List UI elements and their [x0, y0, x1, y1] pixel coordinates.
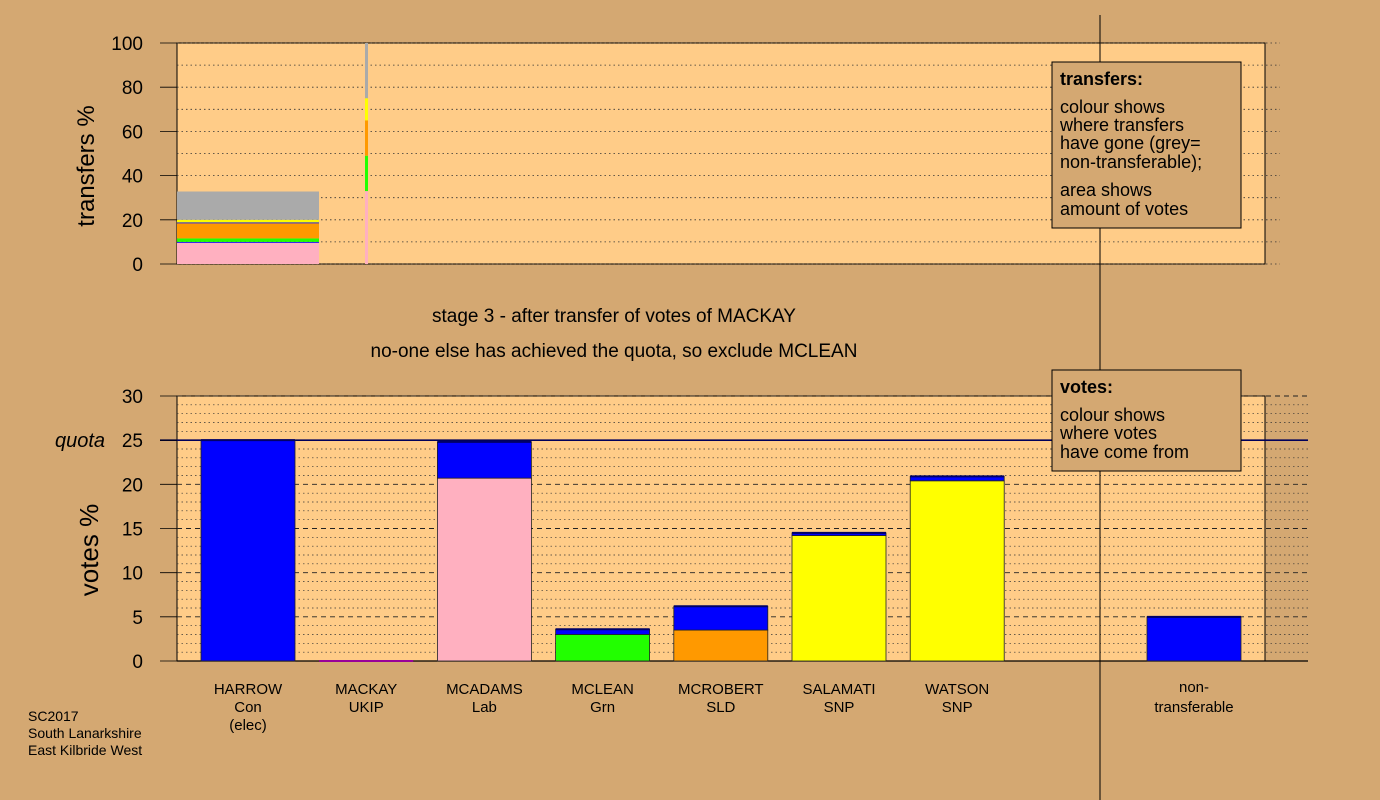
nontransferable-label: transferable — [1154, 699, 1233, 716]
votes-legend-line: have come from — [1060, 442, 1189, 462]
category-name: MCROBERT — [678, 681, 764, 698]
transfer-segment-sld — [365, 120, 368, 156]
votes-legend: votes: colour shows where votes have com… — [1051, 369, 1242, 472]
stage-title: stage 3 - after transfer of votes of MAC… — [432, 306, 796, 327]
votes-y-ticks: 0 5 10 15 20 25 30 — [122, 387, 177, 673]
transfer-segment-nontransferable — [365, 43, 368, 99]
votes-y-tick-label: 30 — [122, 387, 143, 408]
quota-label: quota — [55, 430, 105, 452]
category-party: SLD — [706, 699, 735, 716]
transfers-y-tick-label: 40 — [122, 167, 143, 188]
category-name: SALAMATI — [802, 681, 875, 698]
footer-council: South Lanarkshire — [28, 725, 142, 741]
bar-mcrobert-segment-con — [673, 605, 769, 631]
transfers-y-ticks: 0 20 40 60 80 100 — [111, 34, 177, 276]
stage-subtitle: no-one else has achieved the quota, so e… — [371, 341, 858, 362]
transfer-segment-snp — [365, 98, 368, 121]
transfer-segment-snp — [177, 219, 319, 223]
transfers-y-axis-label: transfers % — [73, 105, 100, 226]
transfers-legend: transfers: colour shows where transfers … — [1051, 61, 1242, 229]
votes-y-tick-label: 5 — [132, 608, 143, 629]
transfers-y-tick-label: 80 — [122, 78, 143, 99]
category-name: WATSON — [925, 681, 989, 698]
bar-salamati-segment-snp — [791, 535, 887, 662]
transfers-y-tick-label: 20 — [122, 211, 143, 232]
transfers-legend-line: have gone (grey= — [1060, 133, 1201, 153]
transfer-segment-nontransferable — [177, 191, 319, 220]
votes-legend-line: colour shows — [1060, 405, 1165, 425]
transfer-segment-grn — [365, 155, 368, 192]
transfers-legend-line: area shows — [1060, 180, 1152, 200]
category-name: MCADAMS — [446, 681, 523, 698]
nontransferable-label: non- — [1179, 679, 1209, 696]
category-party: UKIP — [349, 699, 384, 716]
transfer-segment-lab — [177, 242, 319, 264]
category-party: SNP — [942, 699, 973, 716]
transfer-segment-lab — [365, 191, 368, 264]
bar-mcrobert-segment-sld — [673, 629, 769, 662]
category-party: Lab — [472, 699, 497, 716]
bar-harrow-segment-con — [200, 439, 296, 662]
category-name: MCLEAN — [571, 681, 634, 698]
bar-nontransferable-segment-con — [1146, 616, 1242, 662]
votes-y-tick-label: 10 — [122, 564, 143, 585]
category-party: Con — [234, 699, 262, 716]
votes-y-axis-label: votes % — [74, 504, 104, 597]
category-name: MACKAY — [335, 681, 397, 698]
votes-legend-heading: votes: — [1060, 377, 1113, 397]
transfers-y-tick-label: 60 — [122, 122, 143, 143]
bar-watson-segment-snp — [909, 480, 1005, 662]
transfers-legend-line: amount of votes — [1060, 199, 1188, 219]
footer-ward: East Kilbride West — [28, 742, 142, 758]
transfer-segment-con — [177, 222, 319, 224]
category-party: Grn — [590, 699, 615, 716]
votes-legend-box — [1051, 369, 1242, 472]
bar-mclean-segment-grn — [555, 634, 650, 662]
category-name: HARROW — [214, 681, 283, 698]
votes-y-tick-label: 0 — [132, 652, 143, 673]
transfers-y-tick-label: 0 — [132, 255, 143, 276]
votes-legend-line: where votes — [1059, 423, 1157, 443]
transfer-segment-grn — [177, 238, 319, 242]
transfer-segment-con — [177, 241, 319, 243]
footer-election: SC2017 — [28, 708, 79, 724]
bar-mcadams-segment-con — [436, 441, 532, 479]
transfers-y-tick-label: 100 — [111, 34, 143, 55]
transfers-bars — [177, 43, 368, 264]
transfer-segment-sld — [177, 223, 319, 239]
votes-bars — [200, 439, 1242, 662]
votes-y-tick-label: 15 — [122, 520, 143, 541]
category-note: (elec) — [229, 717, 267, 734]
transfers-legend-line: colour shows — [1060, 97, 1165, 117]
transfers-legend-line: non-transferable); — [1060, 152, 1202, 172]
transfers-legend-line: where transfers — [1059, 115, 1184, 135]
transfers-legend-box — [1051, 61, 1242, 229]
votes-y-tick-label: 25 — [122, 431, 143, 452]
transfers-legend-heading: transfers: — [1060, 69, 1143, 89]
votes-y-tick-label: 20 — [122, 475, 143, 496]
category-party: SNP — [824, 699, 855, 716]
bar-mcadams-segment-lab — [436, 477, 532, 662]
